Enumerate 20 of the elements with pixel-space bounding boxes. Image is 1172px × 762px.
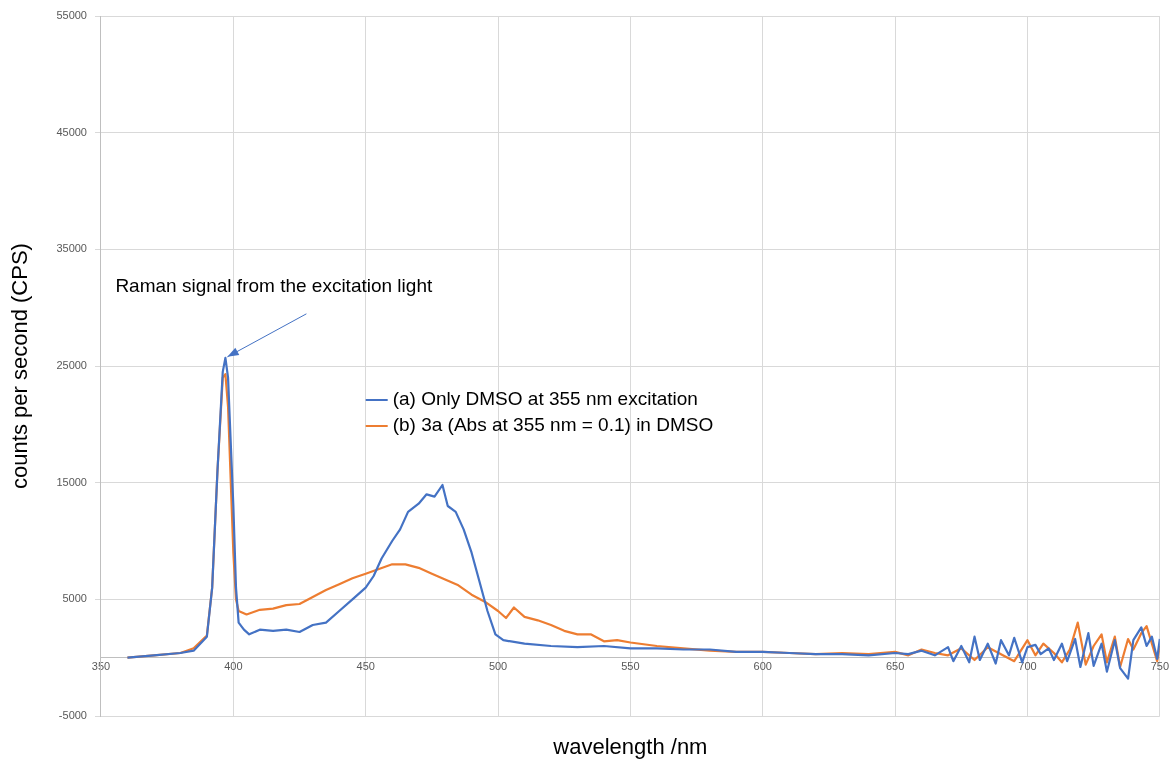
x-tick-label: 650 [885,660,905,673]
legend-label: (b) 3a (Abs at 355 nm = 0.1) in DMSO [392,414,714,436]
y-tick-label: 5000 [62,592,87,605]
y-tick-label: 35000 [56,242,87,255]
y-tick-label: 45000 [56,125,87,138]
y-axis-title: counts per second (CPS) [7,243,33,489]
x-tick-label: 600 [753,660,772,673]
y-tick-label: 15000 [56,475,87,488]
x-tick-label: 550 [621,660,640,673]
y-tick-label: 25000 [56,359,87,372]
y-tick-label: -5000 [58,709,87,722]
x-tick-label: 700 [1018,660,1037,673]
x-tick-label: 500 [488,660,508,673]
x-tick-label: 750 [1150,660,1169,673]
annotation: Raman signal from the excitation light [115,275,433,297]
y-tick-label: 55000 [56,9,87,22]
x-tick-label: 450 [356,660,375,673]
x-tick-label: 400 [224,660,243,673]
x-axis-title: wavelength /nm [552,734,708,760]
legend-label: (a) Only DMSO at 355 nm excitation [392,388,698,410]
